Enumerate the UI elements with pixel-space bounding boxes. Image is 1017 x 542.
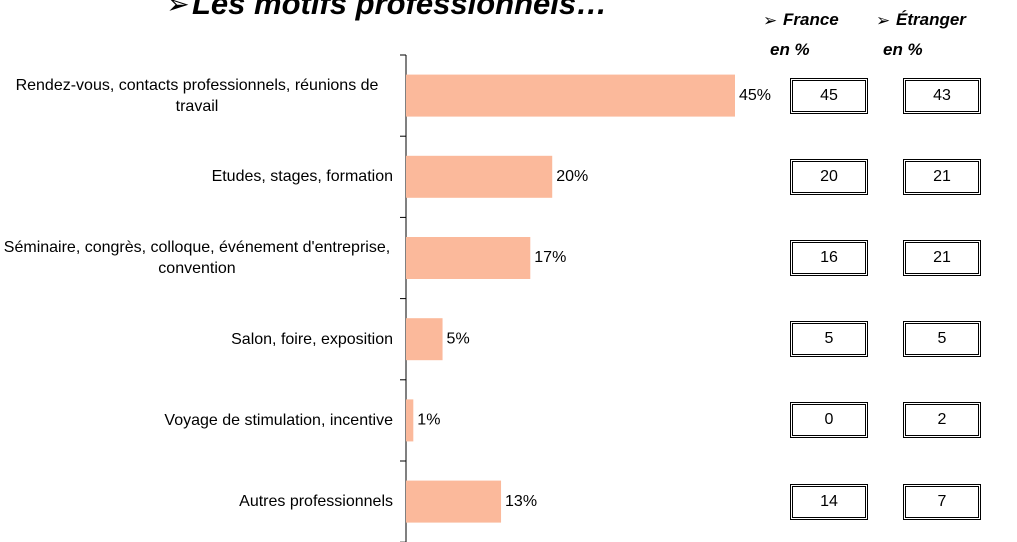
table-cell: 21 [903, 158, 981, 195]
column-name: France [783, 10, 839, 29]
category-label: Rendez-vous, contacts professionnels, ré… [0, 66, 393, 126]
bar [406, 155, 553, 198]
category-label: Salon, foire, exposition [0, 309, 393, 369]
table-cell: 5 [903, 321, 981, 358]
chart-title: Les motifs professionnels… [192, 0, 607, 21]
column-name: Étranger [896, 10, 966, 29]
column-unit: en % [883, 40, 923, 59]
bar [406, 480, 502, 523]
table-cell: 21 [903, 240, 981, 276]
table-cell: 16 [790, 240, 868, 276]
category-text: Séminaire, congrès, colloque, événement … [3, 239, 391, 277]
header-bullet: ➢ [763, 11, 778, 30]
bar [406, 237, 531, 279]
category-text: Etudes, stages, formation [211, 168, 393, 186]
table-cell: 45 [790, 77, 868, 114]
table-cell: 0 [790, 402, 868, 439]
category-text: Rendez-vous, contacts professionnels, ré… [15, 76, 379, 115]
table-cell: 43 [903, 77, 981, 114]
category-text: Voyage de stimulation, incentive [164, 411, 393, 429]
table-cell: 7 [903, 483, 981, 520]
value-label: 45% [739, 87, 771, 104]
bar [406, 74, 735, 117]
category-text: Salon, foire, exposition [231, 330, 393, 348]
value-label: 5% [447, 330, 470, 347]
table-cell: 5 [790, 321, 868, 358]
bar [406, 318, 443, 361]
value-label: 17% [534, 249, 566, 266]
category-label: Séminaire, congrès, colloque, événement … [0, 228, 393, 288]
table-cell: 2 [903, 402, 981, 439]
category-label: Etudes, stages, formation [0, 147, 393, 207]
table-cell: 20 [790, 158, 868, 195]
category-label: Voyage de stimulation, incentive [0, 390, 393, 450]
value-label: 20% [556, 168, 588, 185]
value-label: 13% [505, 493, 537, 510]
title-bullet: ➢ [166, 0, 189, 19]
bar [406, 399, 414, 442]
value-label: 1% [417, 412, 440, 429]
header-bullet: ➢ [876, 11, 891, 30]
table-cell: 14 [790, 483, 868, 520]
column-unit: en % [770, 40, 810, 59]
category-text: Autres professionnels [239, 493, 393, 511]
category-label: Autres professionnels [0, 472, 393, 532]
